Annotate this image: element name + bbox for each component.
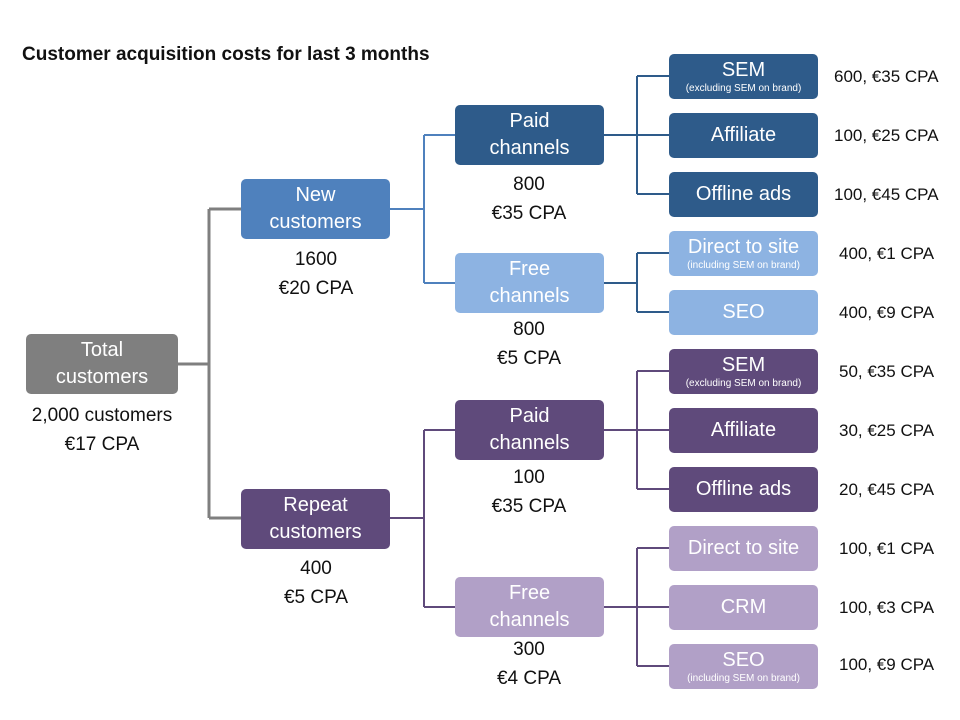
repeat-paid-stats: 100 €35 CPA	[449, 464, 609, 521]
new-paid-sem-sublabel: (excluding SEM on brand)	[685, 82, 802, 94]
new-paid-count: 800	[513, 174, 545, 195]
new-free-count: 800	[513, 319, 545, 340]
repeat-paid-offline-ads-value: 20, €45 CPA	[839, 480, 935, 499]
repeat-free-seo-value: 100, €9 CPA	[839, 655, 935, 674]
repeat-free-crm-value: 100, €3 CPA	[839, 598, 935, 617]
new-paid-affiliate-box: Affiliate	[669, 113, 818, 158]
new-paid-offline-ads-value: 100, €45 CPA	[834, 185, 939, 204]
repeat-free-crm-label: CRM	[720, 596, 767, 618]
repeat-customers-label-1: Repeat	[283, 494, 348, 516]
new-free-label-1: Free	[508, 258, 551, 280]
repeat-free-seo-box: SEO (including SEM on brand)	[669, 644, 818, 689]
total-customers-label-2: customers	[55, 366, 149, 388]
repeat-customers-count: 400	[300, 558, 332, 579]
repeat-paid-sem-sublabel: (excluding SEM on brand)	[685, 377, 802, 389]
new-paid-cpa: €35 CPA	[491, 202, 567, 224]
total-customers-count: 2,000 customers	[31, 405, 173, 426]
new-paid-affiliate-label: Affiliate	[710, 124, 777, 146]
repeat-customers-cpa: €5 CPA	[283, 586, 349, 608]
new-customers-cpa: €20 CPA	[278, 277, 354, 299]
repeat-paid-sem-box: SEM (excluding SEM on brand)	[669, 349, 818, 394]
total-customers-stats: 2,000 customers €17 CPA	[16, 402, 188, 459]
new-free-seo-box: SEO	[669, 290, 818, 335]
repeat-customers-connector	[390, 429, 455, 608]
repeat-free-direct-box: Direct to site	[669, 526, 818, 571]
new-paid-label-2: channels	[489, 137, 570, 159]
repeat-paid-connector	[604, 370, 669, 490]
repeat-paid-label-2: channels	[489, 432, 570, 454]
new-customers-connector	[390, 134, 455, 284]
new-free-direct-label: Direct to site	[687, 235, 800, 258]
total-customers-cpa: €17 CPA	[64, 433, 140, 455]
new-free-stats: 800 €5 CPA	[449, 316, 609, 373]
repeat-paid-sem-value: 50, €35 CPA	[839, 362, 935, 381]
repeat-free-label-2: channels	[489, 609, 570, 631]
repeat-paid-offline-ads-label: Offline ads	[695, 478, 792, 500]
total-customers-box: Total customers	[26, 334, 178, 394]
repeat-free-cpa: €4 CPA	[496, 667, 562, 689]
repeat-free-connector	[604, 547, 669, 667]
new-paid-label-1: Paid	[509, 110, 550, 132]
total-customers-label-1: Total	[80, 339, 124, 361]
new-free-connector	[604, 252, 669, 313]
repeat-paid-label-1: Paid	[509, 405, 550, 427]
repeat-free-seo-label: SEO	[722, 648, 765, 671]
repeat-free-stats: 300 €4 CPA	[449, 636, 609, 693]
new-paid-connector	[604, 75, 669, 195]
new-paid-offline-ads-label: Offline ads	[695, 183, 792, 205]
new-paid-sem-label: SEM	[721, 58, 766, 81]
repeat-paid-cpa: €35 CPA	[491, 495, 567, 517]
repeat-paid-affiliate-value: 30, €25 CPA	[839, 421, 935, 440]
repeat-customers-box: Repeat customers	[241, 489, 390, 549]
repeat-paid-channels-box: Paid channels	[455, 400, 604, 460]
repeat-paid-affiliate-label: Affiliate	[710, 419, 777, 441]
new-customers-label-1: New	[295, 184, 336, 206]
new-free-direct-value: 400, €1 CPA	[839, 244, 935, 263]
repeat-free-label-1: Free	[508, 582, 551, 604]
new-customers-stats: 1600 €20 CPA	[236, 246, 396, 303]
repeat-paid-offline-ads-box: Offline ads	[669, 467, 818, 512]
new-customers-label-2: customers	[269, 211, 362, 233]
repeat-free-channels-box: Free channels	[455, 577, 604, 637]
repeat-free-direct-label: Direct to site	[687, 537, 800, 559]
repeat-paid-count: 100	[513, 467, 545, 488]
repeat-free-crm-box: CRM	[669, 585, 818, 630]
new-free-cpa: €5 CPA	[496, 347, 562, 369]
new-customers-box: New customers	[241, 179, 390, 239]
repeat-customers-label-2: customers	[269, 521, 362, 543]
new-customers-count: 1600	[294, 249, 338, 270]
new-free-seo-value: 400, €9 CPA	[839, 303, 935, 322]
new-free-seo-label: SEO	[722, 301, 765, 323]
repeat-free-direct-value: 100, €1 CPA	[839, 539, 935, 558]
repeat-paid-affiliate-box: Affiliate	[669, 408, 818, 453]
repeat-paid-sem-label: SEM	[721, 353, 766, 376]
new-free-direct-sublabel: (including SEM on brand)	[687, 259, 800, 271]
new-paid-stats: 800 €35 CPA	[449, 171, 609, 228]
new-free-direct-box: Direct to site (including SEM on brand)	[669, 231, 818, 276]
new-paid-offline-ads-box: Offline ads	[669, 172, 818, 217]
new-paid-affiliate-value: 100, €25 CPA	[834, 126, 939, 145]
diagram-title: Customer acquisition costs for last 3 mo…	[22, 44, 430, 65]
repeat-free-seo-sublabel: (including SEM on brand)	[687, 672, 800, 684]
new-free-label-2: channels	[489, 285, 570, 307]
new-paid-sem-value: 600, €35 CPA	[834, 67, 939, 86]
new-paid-channels-box: Paid channels	[455, 105, 604, 165]
repeat-customers-stats: 400 €5 CPA	[236, 555, 396, 612]
root-connector	[178, 207, 241, 520]
repeat-free-count: 300	[513, 639, 545, 660]
new-paid-sem-box: SEM (excluding SEM on brand)	[669, 54, 818, 99]
new-free-channels-box: Free channels	[455, 253, 604, 313]
